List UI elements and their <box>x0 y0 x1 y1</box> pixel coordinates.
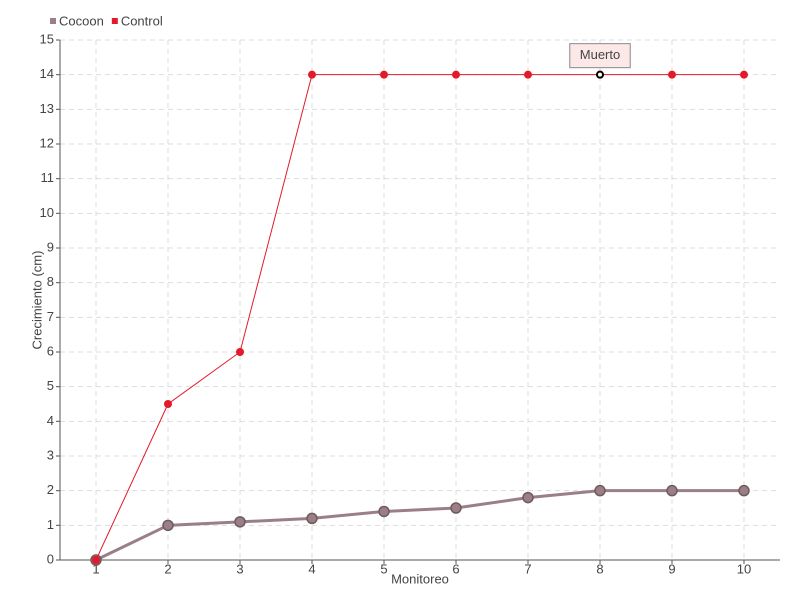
data-point <box>92 556 100 564</box>
legend-swatch <box>111 18 118 24</box>
x-tick-label: 6 <box>452 561 459 576</box>
data-point <box>164 400 172 408</box>
x-tick-label: 4 <box>308 561 315 576</box>
y-tick-label: 6 <box>47 343 54 358</box>
y-tick-label: 3 <box>47 447 54 462</box>
data-point <box>666 484 678 497</box>
legend-swatch <box>50 18 56 24</box>
x-axis-label: Monitoreo <box>391 571 449 586</box>
data-point <box>450 502 462 514</box>
data-point <box>740 70 748 79</box>
y-tick-label: 13 <box>40 101 54 116</box>
x-tick-label: 3 <box>236 561 243 576</box>
data-point <box>524 70 532 79</box>
legend-label: Cocoon <box>59 13 104 28</box>
annotation-point <box>596 70 604 79</box>
tooltip-text: Muerto <box>580 47 620 62</box>
y-tick-label: 14 <box>40 66 54 81</box>
y-axis-label: Crecimiento (cm) <box>29 251 44 350</box>
data-point <box>452 70 460 79</box>
series-line <box>95 74 744 561</box>
y-tick-label: 7 <box>47 309 54 324</box>
y-tick-label: 1 <box>47 517 54 532</box>
data-point <box>306 512 318 525</box>
y-tick-label: 10 <box>40 205 54 220</box>
data-point <box>236 348 244 356</box>
x-tick-label: 7 <box>524 561 531 576</box>
data-point <box>522 491 534 504</box>
y-tick-label: 9 <box>47 239 54 254</box>
legend-label: Control <box>121 13 163 28</box>
x-tick-label: 2 <box>164 561 171 576</box>
y-tick-label: 4 <box>47 413 54 428</box>
data-point <box>378 505 390 518</box>
x-tick-label: 5 <box>380 561 387 576</box>
data-point <box>308 70 316 79</box>
data-point <box>380 70 388 79</box>
tooltip: Muerto <box>569 43 631 69</box>
y-tick-label: 2 <box>47 482 54 497</box>
data-point <box>668 70 676 79</box>
y-tick-label: 8 <box>47 274 54 289</box>
data-point <box>162 519 174 532</box>
x-tick-label: 9 <box>668 561 675 576</box>
x-tick-label: 8 <box>596 561 603 576</box>
y-tick-label: 12 <box>40 135 54 150</box>
x-tick-label: 1 <box>92 561 99 576</box>
series-line <box>95 489 744 562</box>
data-point <box>234 516 246 528</box>
data-point <box>738 484 750 497</box>
y-tick-label: 0 <box>47 551 54 566</box>
tooltip-box <box>569 43 631 69</box>
data-point <box>594 484 606 497</box>
y-tick-label: 11 <box>41 170 55 185</box>
y-tick-label: 5 <box>47 378 54 393</box>
x-tick-label: 10 <box>737 561 751 576</box>
y-tick-label: 15 <box>40 31 54 46</box>
